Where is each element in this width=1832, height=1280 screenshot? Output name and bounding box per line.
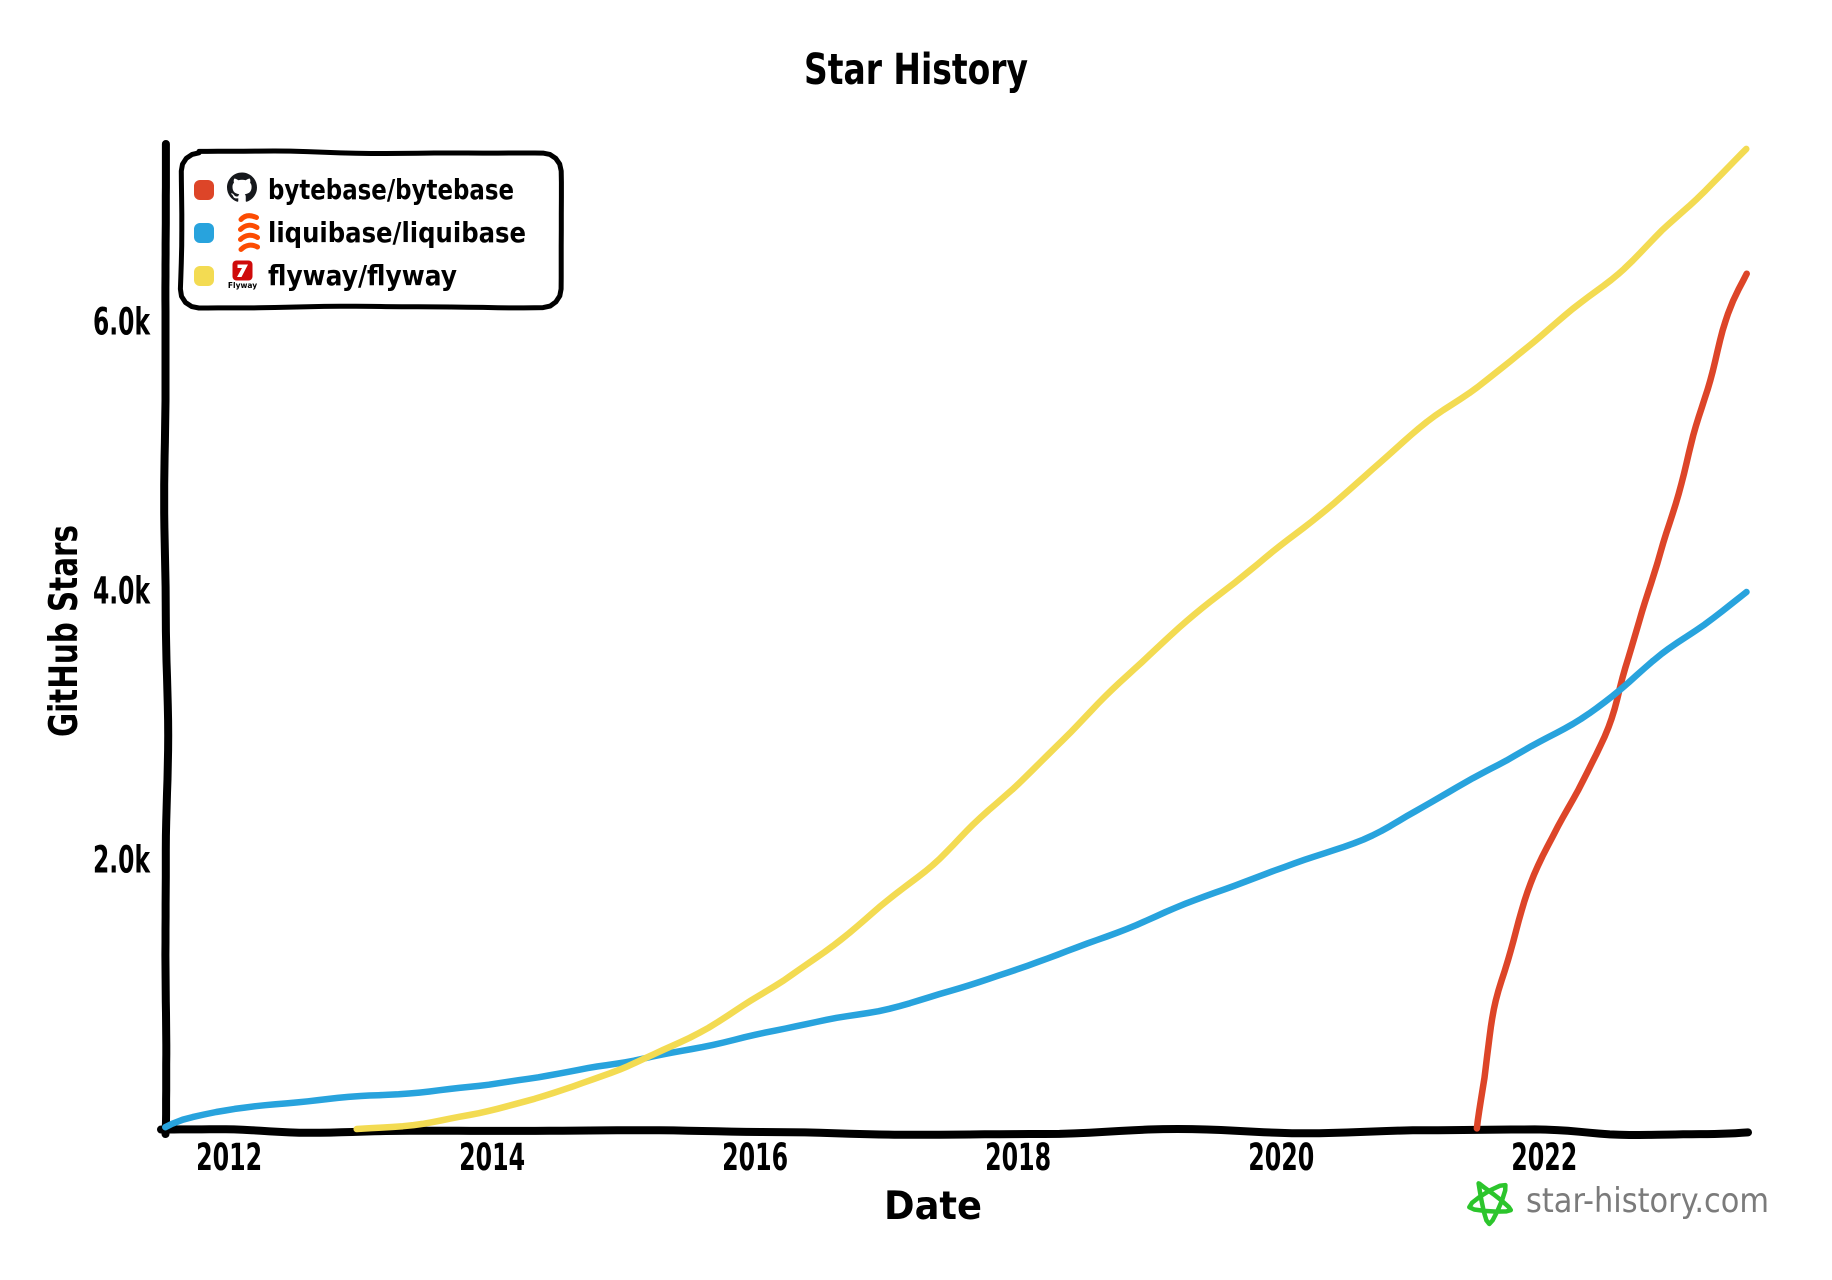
y-tick-label-2.0k: 2.0k <box>93 839 151 882</box>
y-axis-tick-labels: 2.0k 4.0k 6.0k <box>93 301 151 882</box>
watermark-text: star-history.com <box>1526 1181 1769 1221</box>
legend-item-bytebase: bytebase/bytebase <box>194 172 514 206</box>
liquibase-icon <box>238 213 260 252</box>
y-axis-label: GitHub Stars <box>42 525 87 737</box>
x-tick-label-2012: 2012 <box>196 1136 262 1179</box>
x-tick-label-2020: 2020 <box>1248 1136 1314 1179</box>
x-tick-label-2014: 2014 <box>459 1136 525 1179</box>
legend: bytebase/bytebase liquibase/liquibase Fl… <box>177 148 564 311</box>
legend-label-flyway: flyway/flyway <box>268 259 457 292</box>
github-icon <box>227 172 257 202</box>
legend-label-bytebase: bytebase/bytebase <box>268 173 514 206</box>
legend-swatch-liquibase <box>194 223 214 243</box>
y-tick-label-6.0k: 6.0k <box>93 301 151 344</box>
flyway-icon-word: Flyway <box>228 281 257 290</box>
x-tick-label-2018: 2018 <box>985 1136 1051 1179</box>
legend-item-flyway: Flyway flyway/flyway <box>194 259 457 292</box>
legend-item-liquibase: liquibase/liquibase <box>194 213 526 252</box>
series-line-flyway <box>353 145 1750 1133</box>
legend-label-liquibase: liquibase/liquibase <box>268 216 526 249</box>
series-line-liquibase <box>162 588 1750 1131</box>
legend-swatch-flyway <box>194 266 214 286</box>
y-tick-label-4.0k: 4.0k <box>93 570 151 613</box>
legend-swatch-bytebase <box>194 180 214 200</box>
x-axis-label: Date <box>884 1184 982 1229</box>
x-tick-label-2016: 2016 <box>722 1136 788 1179</box>
flyway-icon: Flyway <box>228 260 257 290</box>
x-axis-tick-labels: 2012 2014 2016 2018 2020 2022 <box>196 1136 1577 1179</box>
series-lines <box>162 145 1750 1133</box>
watermark: star-history.com <box>1467 1181 1769 1227</box>
legend-box <box>177 148 564 311</box>
series-line-bytebase <box>1473 270 1750 1132</box>
chart-title: Star History <box>804 45 1028 95</box>
star-icon <box>1467 1181 1514 1227</box>
x-tick-label-2022: 2022 <box>1511 1136 1577 1179</box>
x-axis-line <box>157 1124 1752 1139</box>
y-axis-line <box>160 140 173 1138</box>
